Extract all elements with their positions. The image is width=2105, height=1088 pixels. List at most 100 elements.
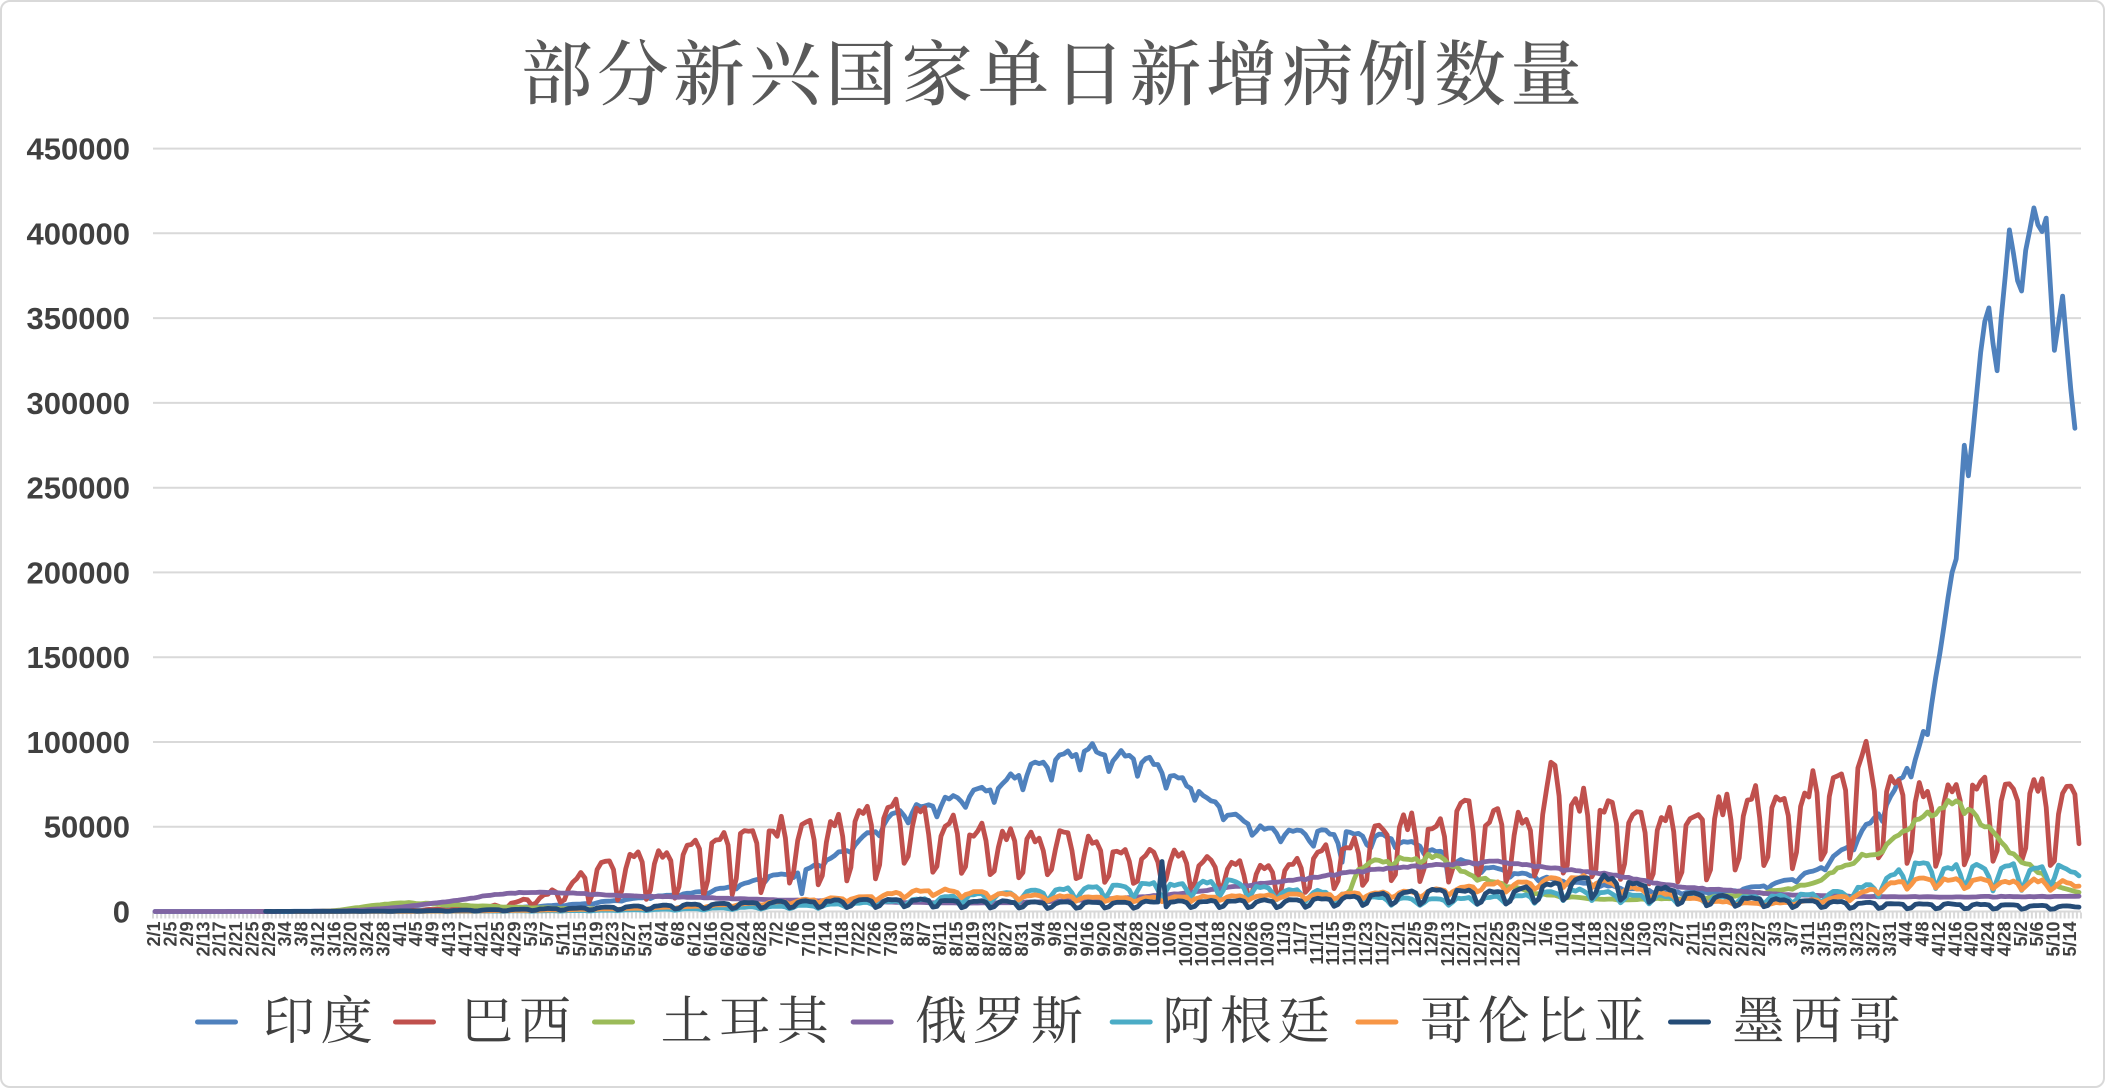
svg-text:1/6: 1/6 <box>1536 922 1556 947</box>
svg-text:11/19: 11/19 <box>1340 922 1360 966</box>
svg-text:4/25: 4/25 <box>488 922 508 957</box>
svg-text:5/6: 5/6 <box>2027 922 2047 947</box>
svg-text:8/27: 8/27 <box>996 922 1016 957</box>
svg-text:250000: 250000 <box>27 471 130 506</box>
svg-text:11/3: 11/3 <box>1274 922 1294 956</box>
svg-text:2/17: 2/17 <box>210 922 230 957</box>
svg-text:2/19: 2/19 <box>1716 922 1736 957</box>
svg-text:5/31: 5/31 <box>636 922 656 957</box>
svg-text:3/8: 3/8 <box>292 922 312 947</box>
svg-text:1/26: 1/26 <box>1618 922 1638 957</box>
svg-text:6/4: 6/4 <box>652 922 672 947</box>
svg-text:4/24: 4/24 <box>1978 922 1998 957</box>
svg-text:3/27: 3/27 <box>1864 922 1884 957</box>
svg-text:450000: 450000 <box>27 132 130 167</box>
svg-text:3/12: 3/12 <box>308 922 328 957</box>
svg-text:2/23: 2/23 <box>1733 922 1753 957</box>
svg-text:2/3: 2/3 <box>1651 922 1671 947</box>
svg-text:1/22: 1/22 <box>1602 922 1622 957</box>
svg-text:2/9: 2/9 <box>177 922 197 947</box>
svg-text:4/29: 4/29 <box>505 922 525 957</box>
svg-text:11/11: 11/11 <box>1307 922 1327 965</box>
svg-text:200000: 200000 <box>27 555 130 590</box>
svg-text:4/17: 4/17 <box>455 922 475 957</box>
svg-text:11/23: 11/23 <box>1356 922 1376 966</box>
svg-text:10/30: 10/30 <box>1258 922 1278 967</box>
svg-text:8/3: 8/3 <box>897 922 917 947</box>
svg-text:7/10: 7/10 <box>799 922 819 957</box>
svg-text:6/28: 6/28 <box>750 922 770 957</box>
svg-text:3/4: 3/4 <box>275 922 295 947</box>
svg-text:11/15: 11/15 <box>1323 922 1343 966</box>
svg-text:9/16: 9/16 <box>1078 922 1098 957</box>
svg-text:6/24: 6/24 <box>734 922 754 957</box>
svg-text:5/7: 5/7 <box>537 922 557 947</box>
svg-text:10/6: 10/6 <box>1159 922 1179 957</box>
svg-text:6/8: 6/8 <box>668 922 688 947</box>
svg-text:2/25: 2/25 <box>243 922 263 957</box>
svg-text:3/15: 3/15 <box>1814 922 1834 957</box>
svg-text:2/13: 2/13 <box>193 922 213 957</box>
svg-text:2/15: 2/15 <box>1700 922 1720 957</box>
svg-text:3/24: 3/24 <box>357 922 377 957</box>
svg-text:4/13: 4/13 <box>439 922 459 957</box>
svg-text:6/12: 6/12 <box>685 922 705 957</box>
svg-text:8/7: 8/7 <box>914 922 934 947</box>
svg-text:1/30: 1/30 <box>1634 922 1654 957</box>
svg-text:3/3: 3/3 <box>1765 922 1785 947</box>
svg-text:9/28: 9/28 <box>1127 922 1147 957</box>
svg-text:10/10: 10/10 <box>1176 922 1196 967</box>
svg-text:5/11: 5/11 <box>554 922 574 956</box>
svg-text:10/2: 10/2 <box>1143 922 1163 957</box>
svg-text:11/7: 11/7 <box>1290 922 1310 956</box>
svg-text:3/20: 3/20 <box>341 922 361 957</box>
svg-text:2/1: 2/1 <box>144 922 164 947</box>
svg-text:4/21: 4/21 <box>472 922 492 957</box>
svg-text:3/23: 3/23 <box>1847 922 1867 957</box>
svg-text:4/9: 4/9 <box>423 922 443 947</box>
svg-text:5/14: 5/14 <box>2060 922 2080 957</box>
svg-text:2/29: 2/29 <box>259 922 279 957</box>
svg-text:3/16: 3/16 <box>324 922 344 957</box>
svg-text:5/2: 5/2 <box>2011 922 2031 947</box>
svg-text:8/15: 8/15 <box>947 922 967 957</box>
svg-text:7/18: 7/18 <box>832 922 852 957</box>
svg-text:5/27: 5/27 <box>619 922 639 957</box>
svg-text:2/7: 2/7 <box>1667 922 1687 947</box>
svg-text:4/4: 4/4 <box>1896 922 1916 947</box>
svg-text:12/9: 12/9 <box>1421 922 1441 957</box>
svg-text:100000: 100000 <box>27 725 130 760</box>
svg-text:4/12: 4/12 <box>1929 922 1949 957</box>
svg-text:8/23: 8/23 <box>979 922 999 957</box>
svg-text:10/26: 10/26 <box>1241 922 1261 967</box>
svg-text:400000: 400000 <box>27 216 130 251</box>
svg-text:6/16: 6/16 <box>701 922 721 957</box>
svg-text:12/17: 12/17 <box>1454 922 1474 967</box>
svg-text:8/11: 8/11 <box>930 922 950 956</box>
svg-text:3/7: 3/7 <box>1782 922 1802 947</box>
svg-text:12/25: 12/25 <box>1487 922 1507 967</box>
svg-text:5/23: 5/23 <box>603 922 623 957</box>
svg-text:4/28: 4/28 <box>1995 922 2015 957</box>
svg-text:10/14: 10/14 <box>1192 922 1212 967</box>
svg-text:12/13: 12/13 <box>1438 922 1458 967</box>
svg-text:2/27: 2/27 <box>1749 922 1769 957</box>
svg-text:4/20: 4/20 <box>1962 922 1982 957</box>
svg-text:9/20: 9/20 <box>1094 922 1114 957</box>
svg-text:1/10: 1/10 <box>1552 922 1572 957</box>
svg-text:6/20: 6/20 <box>717 922 737 957</box>
svg-text:3/28: 3/28 <box>374 922 394 957</box>
svg-text:8/31: 8/31 <box>1012 922 1032 957</box>
svg-text:4/8: 4/8 <box>1913 922 1933 947</box>
svg-text:7/6: 7/6 <box>783 922 803 947</box>
svg-text:1/14: 1/14 <box>1569 922 1589 957</box>
svg-text:3/19: 3/19 <box>1831 922 1851 957</box>
svg-text:7/14: 7/14 <box>816 922 836 957</box>
svg-text:9/24: 9/24 <box>1110 922 1130 957</box>
svg-text:5/3: 5/3 <box>521 922 541 947</box>
svg-text:150000: 150000 <box>27 640 130 675</box>
svg-text:11/27: 11/27 <box>1372 922 1392 966</box>
svg-text:9/8: 9/8 <box>1045 922 1065 947</box>
svg-text:12/29: 12/29 <box>1503 922 1523 967</box>
svg-text:4/5: 4/5 <box>406 922 426 947</box>
